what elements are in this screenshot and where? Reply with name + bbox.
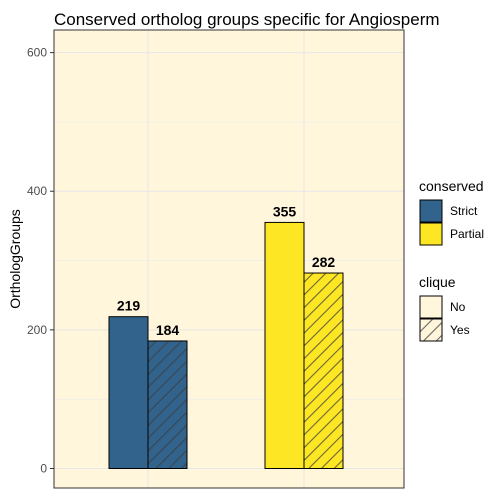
chart-title: Conserved ortholog groups specific for A… [54, 10, 440, 29]
plot-border [53, 29, 405, 489]
data-label: 282 [312, 254, 336, 270]
legend-label: Yes [450, 323, 470, 337]
data-label: 355 [273, 203, 297, 219]
bar-hatch-overlay [148, 340, 187, 469]
y-tick-label: 0 [40, 462, 47, 476]
bar-partial-no [265, 222, 304, 469]
y-tick-label: 200 [27, 323, 47, 337]
plot-panel [54, 30, 404, 488]
legend-key [420, 200, 442, 222]
bars-group [108, 221, 344, 470]
bar-hatch-overlay [304, 273, 343, 469]
data-labels-group: 219 184 355 282 [117, 203, 336, 338]
y-tick-label: 400 [27, 184, 47, 198]
data-label: 219 [117, 298, 141, 314]
data-label: 184 [156, 322, 180, 338]
legend-key-outline [419, 318, 443, 342]
legend-label: Partial [450, 227, 484, 241]
bar-outline [147, 340, 188, 469]
y-axis: 0 200 400 600 [27, 46, 54, 476]
y-axis-title: OrthologGroups [7, 209, 23, 309]
y-tick-label: 600 [27, 46, 47, 60]
legend: conserved Strict Partial clique No Yes [419, 178, 484, 342]
legend-title: conserved [419, 178, 484, 194]
bar-outline [303, 272, 344, 470]
legend-key [420, 223, 442, 245]
legend-label: No [450, 300, 466, 314]
legend-key-outline [419, 222, 443, 246]
legend-key-outline [419, 199, 443, 223]
legend-key-hatch [420, 319, 442, 341]
legend-label: Strict [450, 204, 478, 218]
legend-key-outline [419, 295, 443, 319]
legend-title: clique [419, 274, 456, 290]
legend-key [420, 296, 442, 318]
bar-strict-no [109, 316, 148, 469]
